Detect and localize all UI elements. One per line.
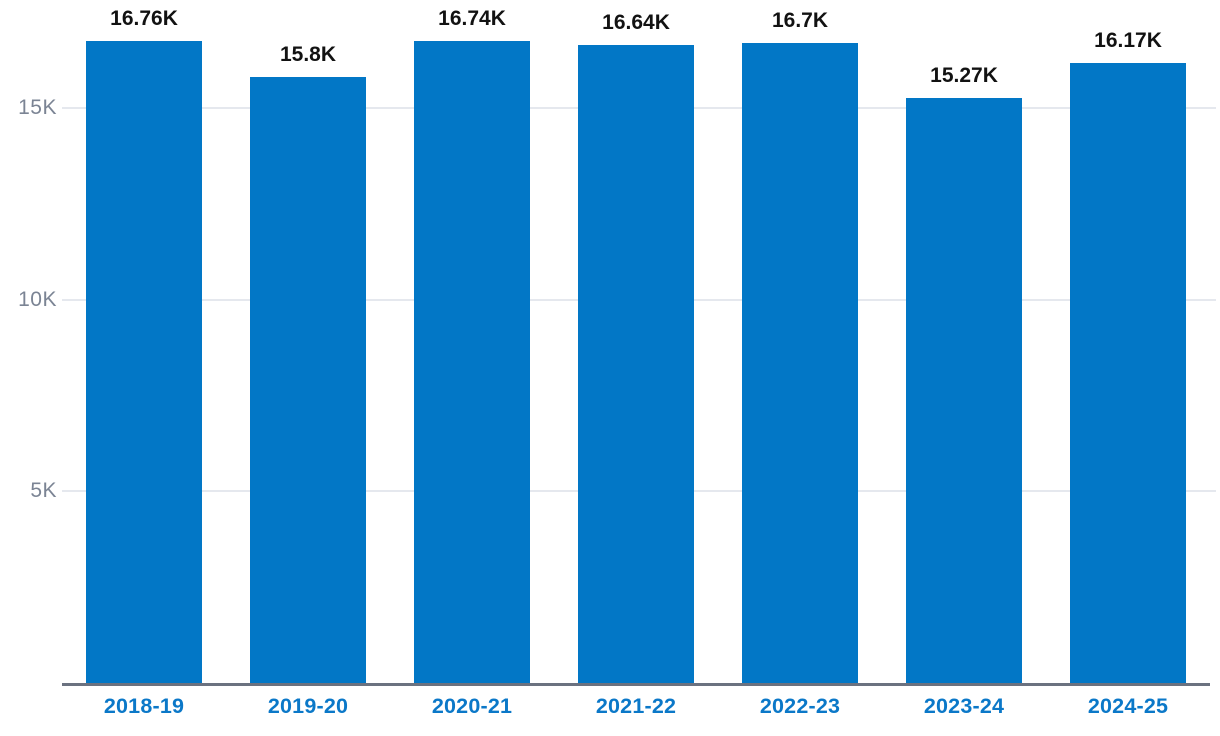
bar-value-label: 16.76K bbox=[110, 6, 178, 30]
bar-value-label: 16.64K bbox=[602, 11, 670, 35]
x-axis-label-2020-21[interactable]: 2020-21 bbox=[431, 694, 513, 718]
bar-value-label: 15.27K bbox=[930, 63, 998, 87]
bar-slot-2024-25: 16.17K bbox=[1046, 0, 1210, 683]
bar-2024-25[interactable] bbox=[1070, 63, 1186, 683]
x-axis-category-labels: 2018-19 2019-20 2020-21 2021-22 2022-23 2023-… bbox=[62, 694, 1210, 719]
bar-series: 16.76K 15.8K 16.74K 16.64K 16.7K 15.27K 16.17K bbox=[62, 0, 1210, 683]
x-axis-label-2024-25[interactable]: 2024-25 bbox=[1087, 694, 1169, 718]
bar-slot-2022-23: 16.7K bbox=[718, 0, 882, 683]
bar-2019-20[interactable] bbox=[250, 77, 366, 683]
x-axis-line bbox=[62, 683, 1210, 686]
x-axis-label-2021-22[interactable]: 2021-22 bbox=[595, 694, 677, 718]
y-axis-tick-label: 10K bbox=[18, 287, 57, 311]
bar-slot-2021-22: 16.64K bbox=[554, 0, 718, 683]
y-axis-tick-label: 5K bbox=[30, 479, 57, 503]
bar-value-label: 16.7K bbox=[771, 8, 829, 32]
bar-value-label: 16.74K bbox=[438, 7, 506, 31]
y-axis-tick-label: 15K bbox=[18, 96, 57, 120]
plot-area: 16.76K 15.8K 16.74K 16.64K 16.7K 15.27K 16.17K bbox=[62, 0, 1216, 683]
bar-slot-2023-24: 15.27K bbox=[882, 0, 1046, 683]
bar-value-label: 16.17K bbox=[1094, 29, 1162, 53]
x-axis-label-2022-23[interactable]: 2022-23 bbox=[759, 694, 841, 718]
bar-2023-24[interactable] bbox=[906, 97, 1022, 683]
bar-2018-19[interactable] bbox=[86, 40, 202, 683]
bar-slot-2020-21: 16.74K bbox=[390, 0, 554, 683]
bar-2022-23[interactable] bbox=[742, 42, 858, 683]
x-axis-label-2019-20[interactable]: 2019-20 bbox=[267, 694, 349, 718]
bar-2021-22[interactable] bbox=[578, 45, 694, 683]
x-axis-label-2023-24[interactable]: 2023-24 bbox=[923, 694, 1005, 718]
bar-slot-2019-20: 15.8K bbox=[226, 0, 390, 683]
bar-2020-21[interactable] bbox=[414, 41, 530, 683]
bar-value-label: 15.8K bbox=[279, 43, 337, 67]
bar-slot-2018-19: 16.76K bbox=[62, 0, 226, 683]
x-axis-label-2018-19[interactable]: 2018-19 bbox=[103, 694, 185, 718]
